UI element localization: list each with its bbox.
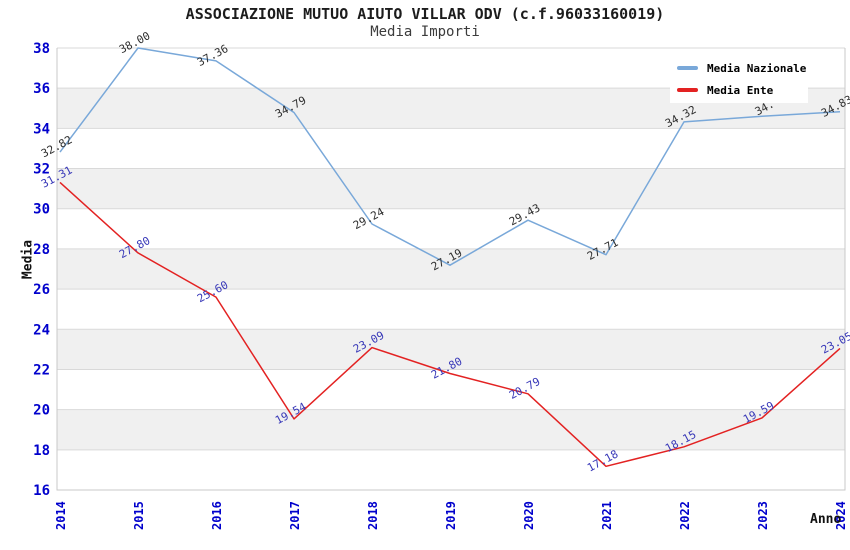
x-tick-label: 2015 [132,501,146,530]
y-tick-label: 34 [33,121,50,137]
y-tick-label: 38 [33,41,50,57]
chart-subtitle: Media Importi [370,24,480,40]
plot-border [56,48,846,491]
x-tick-label: 2014 [54,501,68,530]
series-line [59,47,841,266]
x-tick-label: 2018 [366,501,380,530]
x-tick-label: 2023 [756,501,770,530]
band [57,329,845,370]
y-tick-label: 18 [33,443,50,459]
y-tick-label: 32 [33,162,50,178]
legend-item-media-ente: Media Ente [670,79,808,101]
x-tick-label: 2021 [600,501,614,530]
y-tick-label: 20 [33,403,50,419]
y-tick-label: 26 [33,282,50,298]
y-tick-label: 30 [33,202,50,218]
y-tick-label: 22 [33,362,50,378]
legend-item-media-nazionale: Media Nazionale [670,57,808,79]
x-tick-label: 2024 [834,501,848,530]
series-line [59,181,841,468]
x-axis-title: Anno [810,512,842,527]
chart-legend: Media Nazionale Media Ente [670,57,808,103]
y-axis-title: Media [20,239,36,280]
x-tick-label: 2020 [522,501,536,530]
x-tick-label: 2016 [210,501,224,530]
band [57,168,845,209]
band [57,409,845,450]
data-label: 37.36 [195,42,230,69]
x-tick-label: 2019 [444,501,458,530]
y-tick-label: 16 [33,483,50,499]
legend-line-swatch-red [677,88,698,92]
x-tick-label: 2017 [288,501,302,530]
legend-label: Media Ente [707,83,774,97]
legend-label: Media Nazionale [707,61,807,75]
y-tick-label: 36 [33,81,50,97]
x-tick-label: 2022 [678,501,692,530]
legend-line-swatch-blue [677,66,698,70]
band [57,248,845,290]
y-tick-label: 24 [33,322,50,338]
y-tick-label: 28 [33,242,50,258]
data-label: 20.79 [507,375,542,402]
chart-title: ASSOCIAZIONE MUTUO AIUTO VILLAR ODV (c.f… [185,5,665,23]
